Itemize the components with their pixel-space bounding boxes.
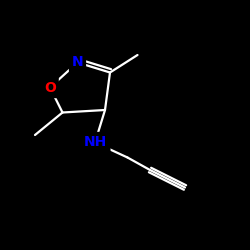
Text: NH: NH — [84, 136, 106, 149]
Text: N: N — [72, 56, 83, 70]
Text: N: N — [70, 54, 85, 72]
Text: O: O — [44, 80, 56, 94]
Text: O: O — [43, 78, 57, 96]
Text: NH: NH — [81, 134, 109, 152]
